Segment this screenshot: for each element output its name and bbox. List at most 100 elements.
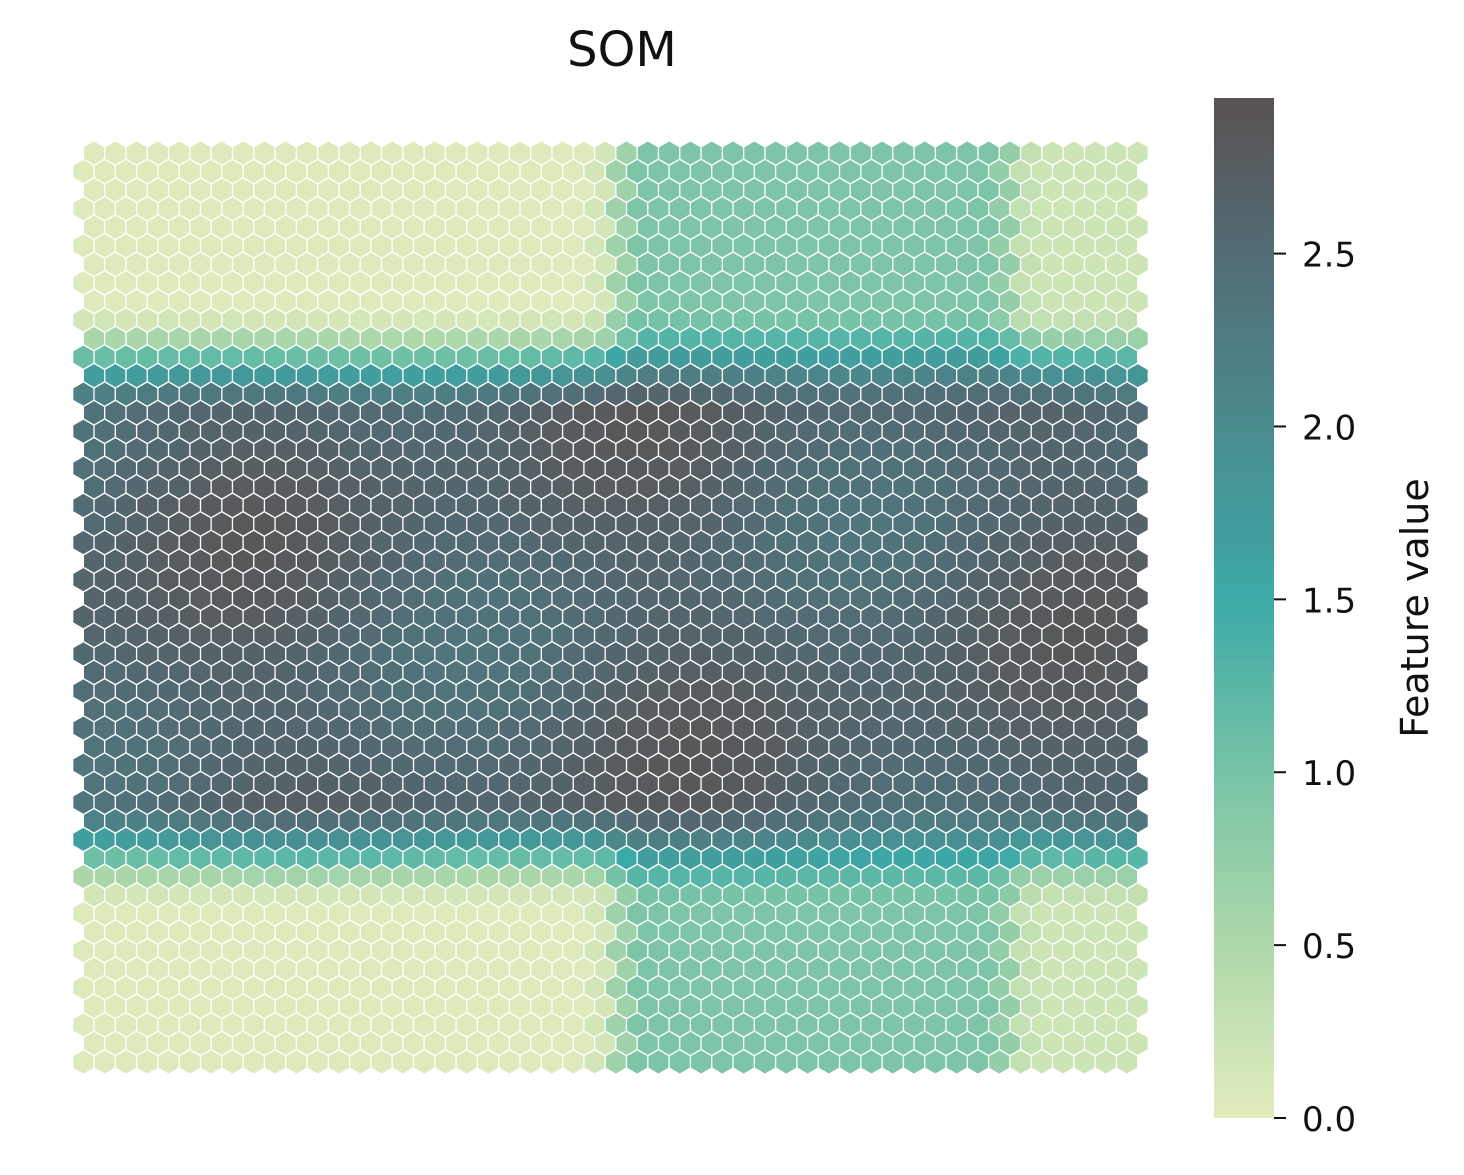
hex-cell <box>626 789 648 815</box>
hex-cell <box>232 251 254 277</box>
hex-cell <box>381 214 403 240</box>
hex-cell <box>413 455 435 481</box>
hex-cell <box>818 344 840 370</box>
hex-cell <box>551 251 574 277</box>
hex-cell <box>818 641 840 667</box>
hex-cell <box>647 938 670 964</box>
hex-cell <box>551 734 574 760</box>
hex-cell <box>189 177 212 203</box>
hex-cell <box>296 734 318 760</box>
hex-cell <box>338 363 361 389</box>
hex-cell <box>317 288 340 314</box>
hex-cell <box>1126 622 1149 648</box>
hex-cell <box>551 771 574 797</box>
hex-cell <box>168 734 190 760</box>
hex-cell <box>945 159 968 185</box>
hex-cell <box>977 251 1000 277</box>
hex-cell <box>242 567 265 593</box>
hex-cell <box>967 715 989 741</box>
hex-cell <box>487 771 510 797</box>
hex-cell <box>157 530 180 556</box>
hex-cell <box>402 882 425 908</box>
hex-cell <box>349 641 372 667</box>
hex-cell <box>264 789 286 815</box>
hex-cell <box>189 808 212 834</box>
hex-cell <box>93 752 116 778</box>
hex-cell <box>179 975 201 1001</box>
hex-cell <box>136 307 159 333</box>
hex-cell <box>189 251 212 277</box>
hex-cell <box>562 196 585 222</box>
hex-cell <box>615 326 638 351</box>
hex-cell <box>913 585 936 611</box>
hex-cell <box>583 752 606 778</box>
hex-cell <box>796 159 819 185</box>
hex-cell <box>1052 975 1074 1001</box>
hex-cell <box>115 752 137 778</box>
hex-cell <box>200 789 222 815</box>
hex-cell <box>1116 492 1138 518</box>
hex-cell <box>1009 604 1032 630</box>
hex-cell <box>892 251 915 277</box>
hex-cell <box>605 159 627 185</box>
hex-cell <box>72 641 95 667</box>
hex-cell <box>626 455 648 481</box>
hex-cell <box>242 270 265 296</box>
hex-cell <box>615 771 638 797</box>
hex-cell <box>498 159 521 185</box>
hex-cell <box>157 901 180 927</box>
hex-cell <box>285 307 308 333</box>
hex-cell <box>253 919 276 945</box>
hex-cell <box>818 159 840 185</box>
hex-cell <box>956 845 979 871</box>
hex-cell <box>647 344 670 370</box>
hex-cell <box>264 641 286 667</box>
hex-cell <box>605 604 627 630</box>
hex-cell <box>370 715 393 741</box>
hex-cell <box>136 901 159 927</box>
hex-cell <box>242 530 265 556</box>
hex-cell <box>349 863 372 889</box>
hex-cell <box>1105 363 1128 389</box>
hex-cell <box>477 492 499 518</box>
hex-cell <box>317 845 340 871</box>
hex-cell <box>1009 530 1032 556</box>
hex-cell <box>93 307 116 333</box>
hex-cell <box>1052 381 1074 407</box>
hex-cell <box>924 938 947 964</box>
hex-cell <box>125 993 148 1019</box>
hex-cell <box>786 1030 808 1056</box>
hex-cell <box>104 585 127 611</box>
hex-cell <box>189 437 212 463</box>
hex-cell <box>764 548 787 574</box>
hex-cell <box>924 270 947 296</box>
hex-cell <box>168 214 190 240</box>
hex-cell <box>264 270 286 296</box>
hex-cell <box>924 455 947 481</box>
hex-cell <box>775 196 798 222</box>
hex-cell <box>530 177 553 203</box>
hex-cell <box>455 344 478 370</box>
hex-cell <box>796 604 819 630</box>
hex-cell <box>754 604 776 630</box>
hex-cell <box>551 919 574 945</box>
hex-cell <box>445 882 467 908</box>
hex-cell <box>285 641 308 667</box>
hex-cell <box>775 752 798 778</box>
hex-cell <box>264 938 286 964</box>
hex-cell <box>818 678 840 704</box>
hex-cell <box>913 548 936 574</box>
hex-cell <box>487 140 510 166</box>
hex-cell <box>264 975 286 1001</box>
hex-cell <box>445 437 467 463</box>
hex-cell <box>839 901 861 927</box>
hex-cell <box>455 381 478 407</box>
hex-cell <box>477 715 499 741</box>
hex-cell <box>828 214 851 240</box>
hex-cell <box>200 381 222 407</box>
hex-cell <box>668 715 691 741</box>
hex-cell <box>594 437 616 463</box>
hex-cell <box>466 771 489 797</box>
hex-cell <box>72 381 95 407</box>
hex-cell <box>903 307 925 333</box>
